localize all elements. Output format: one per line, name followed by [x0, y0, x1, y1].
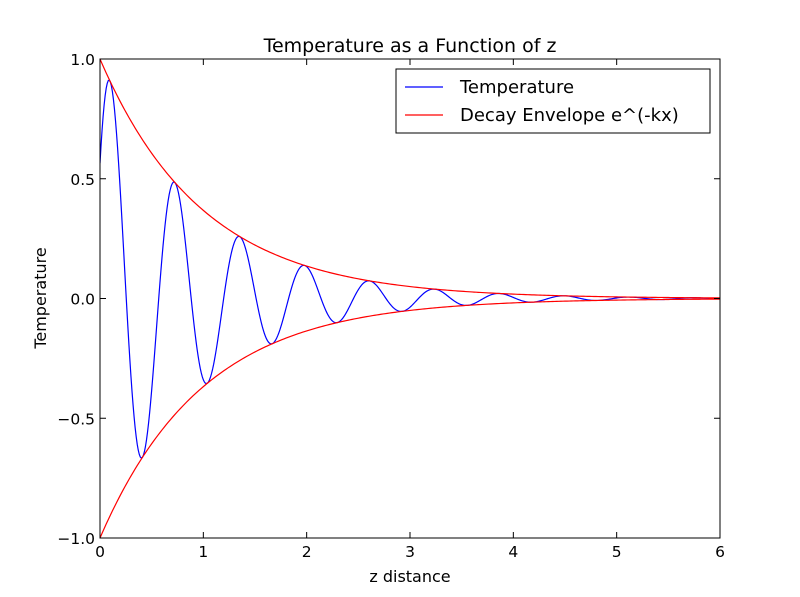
- y-axis-label: Temperature: [31, 247, 50, 349]
- x-tick-label: 0: [95, 543, 105, 561]
- y-tick-label: 1.0: [70, 51, 95, 69]
- x-axis-label: z distance: [369, 567, 450, 586]
- y-tick-label: −0.5: [57, 410, 95, 428]
- legend-frame: [395, 68, 711, 134]
- x-tick-label: 3: [405, 543, 415, 561]
- x-tick-label: 4: [508, 543, 518, 561]
- series-layer: [100, 59, 720, 538]
- x-tick-label: 1: [198, 543, 208, 561]
- series-line-envelope-upper: [100, 59, 720, 299]
- series-line-temperature: [100, 79, 720, 459]
- chart-title: Temperature as a Function of z: [263, 35, 557, 57]
- plot-area: 0 1 2 3 4 5 6 −1.0 −0.5 0.0 0.5 1.0: [57, 51, 725, 561]
- y-tick-label: 0.0: [70, 291, 95, 309]
- y-tick-label: −1.0: [57, 530, 95, 548]
- series-line-envelope-lower: [100, 298, 720, 538]
- y-tick-label: 0.5: [70, 171, 95, 189]
- x-tick-label: 2: [302, 543, 312, 561]
- legend: Temperature Decay Envelope e^(-kx): [395, 68, 711, 134]
- legend-label-temperature: Temperature: [459, 77, 574, 98]
- x-tick-label: 6: [715, 543, 725, 561]
- ticks-layer: 0 1 2 3 4 5 6 −1.0 −0.5 0.0 0.5 1.0: [57, 51, 725, 561]
- x-tick-label: 5: [612, 543, 622, 561]
- legend-label-envelope: Decay Envelope e^(-kx): [460, 105, 679, 126]
